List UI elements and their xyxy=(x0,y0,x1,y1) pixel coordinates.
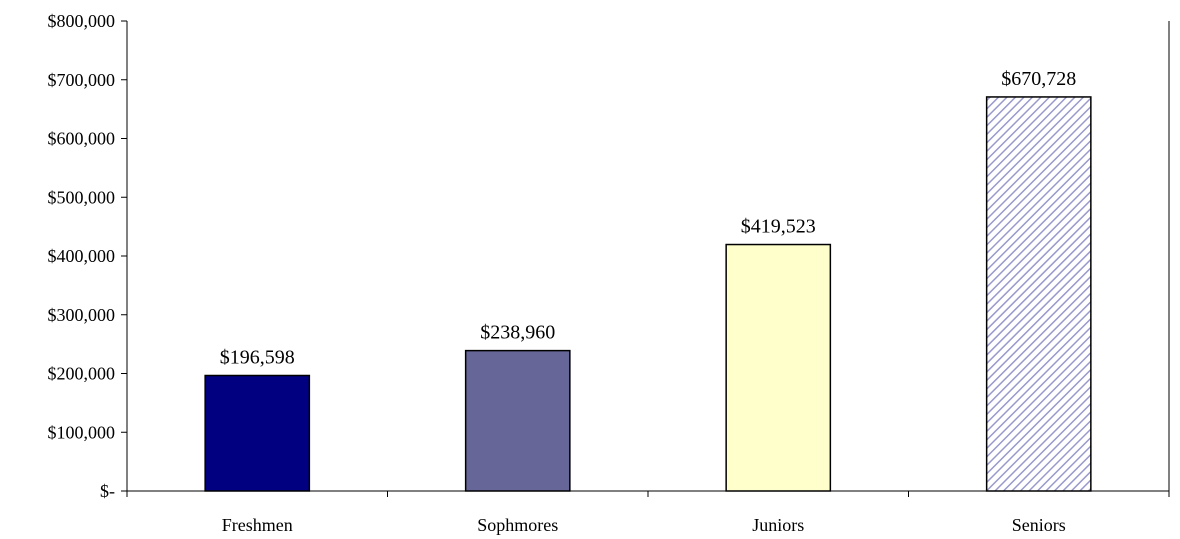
data-label: $238,960 xyxy=(480,322,555,344)
category-labels: Freshmen Sophmores Juniors Seniors xyxy=(222,515,1066,535)
data-label: $419,523 xyxy=(741,216,816,238)
category-label: Juniors xyxy=(752,515,804,535)
bar xyxy=(985,96,1092,492)
data-labels: $196,598 $238,960 $419,523 $670,728 xyxy=(220,68,1077,369)
bar xyxy=(464,349,571,492)
y-tick-label: $100,000 xyxy=(48,422,116,442)
bar xyxy=(204,374,311,492)
y-axis-ticks: $- $100,000 $200,000 $300,000 $400,000 $500,0… xyxy=(48,11,127,501)
bars xyxy=(204,96,1092,492)
y-tick-label: $500,000 xyxy=(48,187,116,207)
data-label: $670,728 xyxy=(1001,68,1076,90)
axes xyxy=(126,21,1170,497)
y-tick-label: $700,000 xyxy=(48,70,116,90)
bar xyxy=(725,243,832,492)
y-tick-label: $200,000 xyxy=(48,364,116,384)
category-label: Seniors xyxy=(1012,515,1066,535)
y-tick-label: $800,000 xyxy=(48,11,116,31)
y-tick-label: $600,000 xyxy=(48,129,116,149)
category-label: Sophmores xyxy=(477,515,558,535)
category-label: Freshmen xyxy=(222,515,293,535)
data-label: $196,598 xyxy=(220,346,295,368)
y-tick-label: $300,000 xyxy=(48,305,116,325)
y-tick-label: $- xyxy=(100,481,115,501)
y-tick-label: $400,000 xyxy=(48,246,116,266)
